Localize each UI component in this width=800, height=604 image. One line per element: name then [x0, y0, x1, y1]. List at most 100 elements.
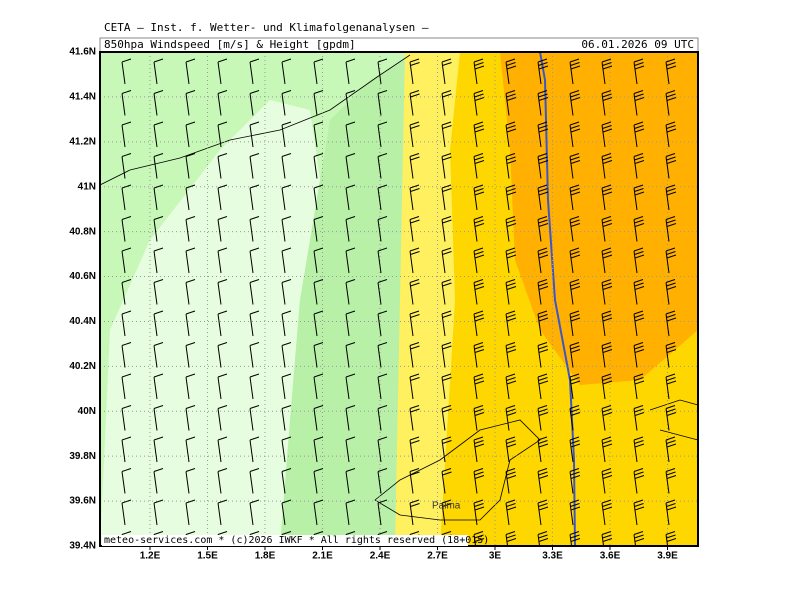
wind-barb: [441, 468, 452, 494]
x-tick-label: 2.1E: [312, 551, 333, 562]
wind-barb: [409, 184, 420, 211]
wind-barb: [281, 216, 292, 242]
wind-barb: [601, 247, 613, 274]
wind-barb: [441, 90, 452, 116]
wind-barb: [409, 90, 420, 116]
wind-barb: [409, 247, 420, 274]
wind-barb: [409, 405, 420, 431]
wind-barb: [185, 342, 196, 368]
wind-barb: [601, 405, 613, 431]
wind-barb: [121, 279, 132, 305]
wind-barb: [377, 184, 388, 211]
wind-barb: [153, 58, 164, 85]
wind-barb: [345, 279, 356, 305]
wind-barb: [345, 373, 356, 400]
wind-barb: [249, 342, 260, 368]
wind-barb: [217, 184, 228, 211]
wind-barb: [345, 499, 356, 526]
wind-barb: [313, 436, 324, 463]
wind-barb: [633, 216, 645, 242]
wind-barb: [121, 216, 132, 242]
wind-barb: [281, 436, 292, 463]
wind-barb: [345, 90, 356, 116]
wind-barb: [409, 436, 420, 463]
wind-barb: [601, 468, 613, 494]
wind-barb: [537, 342, 549, 368]
wind-barb: [505, 436, 517, 463]
wind-barb: [633, 342, 645, 368]
wind-barb: [217, 58, 228, 85]
wind-barb: [121, 184, 132, 211]
x-tick-label: 1.2E: [140, 551, 161, 562]
wind-barb: [537, 310, 549, 337]
wind-barb: [409, 499, 420, 526]
wind-barb: [697, 313, 698, 318]
wind-barb: [217, 153, 228, 179]
wind-barb: [281, 499, 292, 526]
wind-barb: [441, 121, 452, 148]
wind-barb: [601, 121, 613, 148]
wind-barb: [377, 247, 388, 274]
wind-barb: [665, 153, 677, 179]
wind-barb: [409, 58, 420, 85]
wind-barb: [377, 216, 388, 242]
wind-barb: [697, 124, 698, 129]
wind-barb: [185, 58, 196, 85]
wind-barb: [217, 405, 228, 431]
wind-barb: [281, 342, 292, 368]
wind-barb: [665, 436, 677, 463]
wind-barb: [537, 373, 549, 400]
wind-barb: [569, 247, 581, 274]
wind-barb: [121, 342, 132, 368]
wind-barb: [697, 502, 698, 507]
wind-barb: [697, 155, 698, 161]
x-tick-label: 3.9E: [657, 551, 678, 562]
y-tick-label: 40.8N: [69, 226, 96, 237]
wind-barb: [441, 153, 452, 179]
wind-barb: [153, 153, 164, 179]
y-tick-label: 40.6N: [69, 271, 96, 282]
wind-barb: [281, 247, 292, 274]
y-tick-label: 40N: [78, 406, 96, 417]
wind-barb: [153, 342, 164, 368]
wind-barb: [665, 121, 677, 148]
wind-barb: [153, 279, 164, 305]
wind-barb: [441, 499, 452, 526]
wind-barb: [473, 310, 485, 337]
y-tick-label: 41.2N: [69, 136, 96, 147]
wind-barb: [185, 184, 196, 211]
wind-barb: [697, 61, 698, 66]
wind-barb: [473, 499, 485, 526]
wind-barb: [601, 279, 613, 305]
wind-barb: [697, 250, 698, 255]
y-tick-label: 40.4N: [69, 316, 96, 327]
wind-barb: [185, 247, 196, 274]
wind-barb: [569, 279, 581, 305]
wind-barb: [665, 247, 677, 274]
wind-barb: [601, 216, 613, 242]
wind-barb: [121, 373, 132, 400]
wind-barb: [345, 153, 356, 179]
y-tick-label: 39.6N: [69, 496, 96, 507]
wind-barb: [249, 58, 260, 85]
wind-barb: [633, 121, 645, 148]
x-tick-label: 2.7E: [427, 551, 448, 562]
wind-barb: [377, 405, 388, 431]
wind-barb: [633, 436, 645, 463]
wind-barb: [217, 342, 228, 368]
wind-barb: [537, 58, 549, 85]
wind-barb: [313, 247, 324, 274]
wind-barb: [185, 499, 196, 526]
wind-barb: [377, 279, 388, 305]
wind-barb: [153, 468, 164, 494]
wind-barb: [537, 405, 549, 431]
field: [100, 52, 698, 546]
wind-barb: [313, 216, 324, 242]
wind-barb: [121, 153, 132, 179]
wind-barb: [473, 405, 485, 431]
wind-barb: [409, 468, 420, 494]
wind-barb: [441, 279, 452, 305]
wind-barb: [697, 187, 698, 192]
wind-barb: [345, 58, 356, 85]
wind-barb: [281, 405, 292, 431]
